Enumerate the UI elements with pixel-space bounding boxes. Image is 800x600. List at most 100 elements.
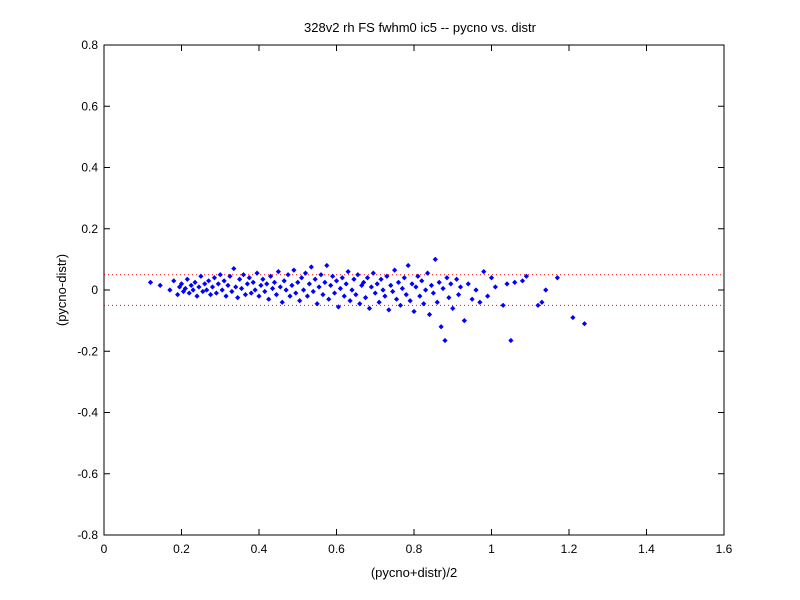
data-point [178,281,185,287]
data-point [233,284,239,290]
data-point [446,295,452,301]
data-point [421,301,427,307]
x-tick-label: 0.8 [406,542,423,556]
data-point [438,324,444,330]
y-tick-label: -0.6 [77,467,98,481]
data-point [434,299,440,305]
data-point [397,302,404,308]
data-point [455,291,462,298]
data-point [320,291,326,298]
data-point [444,275,450,281]
data-point [271,279,278,285]
data-point [390,288,396,295]
reference-lines [104,274,724,306]
data-point [409,281,415,287]
data-point [295,279,301,285]
data-point [465,281,471,287]
data-point [440,285,446,292]
data-point [481,269,487,275]
data-point [254,270,260,276]
data-point [324,262,330,269]
data-point [190,287,196,293]
x-tick-label: 1 [488,542,495,556]
data-point [260,276,266,282]
data-point [419,278,425,284]
data-point [411,308,417,315]
data-point [326,296,332,302]
data-point [219,287,225,293]
data-point [246,275,252,281]
data-point [211,275,218,281]
data-point [316,284,322,290]
data-point [362,295,369,301]
data-point [347,298,353,304]
data-point [196,284,202,290]
data-point [508,337,514,344]
data-point [399,285,405,292]
x-tick-label: 0.2 [173,542,190,556]
data-point [258,282,264,289]
data-point [581,321,588,327]
data-point [225,282,231,289]
data-point [393,296,400,302]
data-point [477,299,483,305]
data-point [374,281,380,287]
data-point [269,285,276,292]
data-point [339,275,345,281]
data-point [364,275,371,281]
data-point [240,272,247,278]
data-point [157,282,163,289]
data-point [523,273,529,279]
data-point [485,293,491,299]
data-point [403,291,409,298]
data-point [287,293,293,299]
chart-title: 328v2 rh FS fwhm0 ic5 -- pycno vs. distr [304,20,537,35]
data-point [401,275,407,281]
data-point [331,290,338,296]
data-point [570,314,576,321]
data-point [194,293,200,299]
data-point [238,285,245,292]
data-point [432,256,438,262]
data-point [277,284,283,290]
data-point [266,296,272,302]
data-point [289,282,295,289]
data-point [175,291,181,298]
data-point [333,278,340,284]
data-point [355,272,361,278]
data-point [299,275,305,281]
data-point [256,293,262,299]
data-point [328,282,334,289]
data-point [388,282,394,289]
data-point [386,307,392,313]
data-point [430,290,436,296]
data-point [535,302,541,308]
data-point [221,278,227,284]
x-tick-label: 0 [101,542,108,556]
data-point [337,285,343,292]
x-tick-label: 0.6 [328,542,345,556]
y-tick-label: -0.4 [77,406,98,420]
x-tick-label: 1.2 [561,542,578,556]
data-point [279,299,285,305]
data-point [206,278,212,284]
data-point [293,290,299,296]
data-point [361,279,367,285]
data-point [147,279,154,285]
data-point [436,279,442,285]
data-point [488,275,495,281]
data-point [215,281,221,287]
data-point [353,291,359,298]
data-point [469,296,475,302]
data-point [229,288,235,295]
data-point [297,298,303,304]
data-point [380,287,386,293]
data-point [285,272,291,278]
data-point [351,276,357,282]
data-point [448,281,454,287]
data-point [304,293,311,299]
data-point [424,270,431,276]
data-point [231,265,237,272]
data-point [237,276,243,282]
